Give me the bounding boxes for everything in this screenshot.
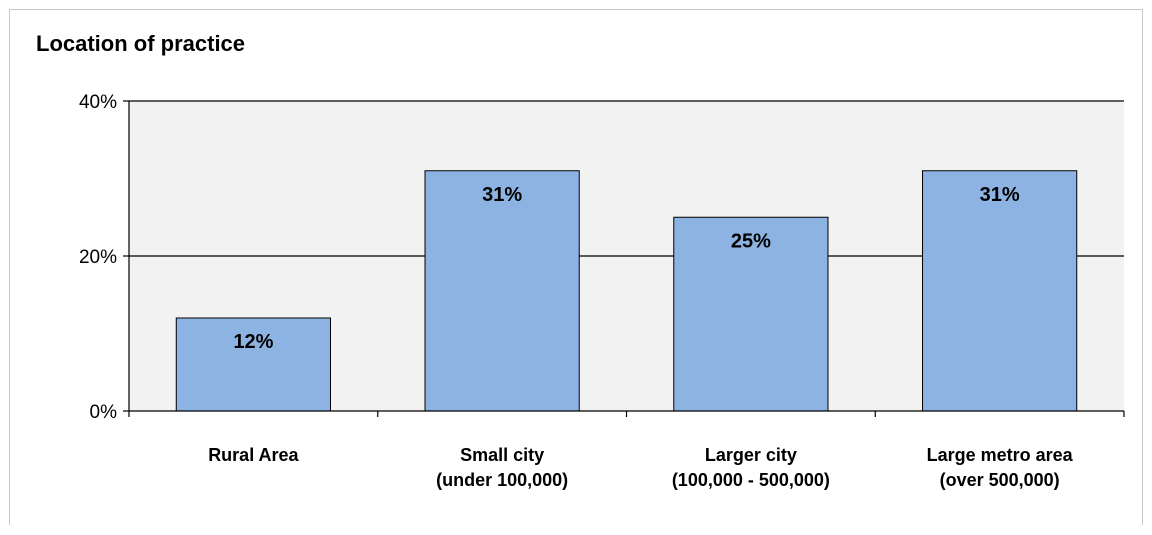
category-label: Rural Area (208, 445, 299, 465)
data-label: 31% (980, 184, 1020, 206)
category-label: Small city (460, 445, 544, 465)
category-label: Large metro area (927, 445, 1074, 465)
bar (175, 317, 331, 412)
y-tick-label: 40% (79, 92, 117, 113)
data-label: 25% (731, 230, 771, 252)
bar (424, 170, 580, 412)
bar (673, 216, 829, 412)
bar (922, 170, 1078, 412)
category-label: Larger city (705, 445, 797, 465)
data-label: 12% (233, 331, 273, 353)
category-label: (over 500,000) (940, 470, 1060, 490)
chart-title: Location of practice (36, 31, 246, 56)
y-tick-label: 20% (79, 247, 117, 268)
y-tick-label: 0% (90, 402, 118, 423)
category-label: (100,000 - 500,000) (672, 470, 830, 490)
category-label: (under 100,000) (436, 470, 568, 490)
chart-frame (9, 9, 1143, 525)
data-label: 31% (482, 184, 522, 206)
